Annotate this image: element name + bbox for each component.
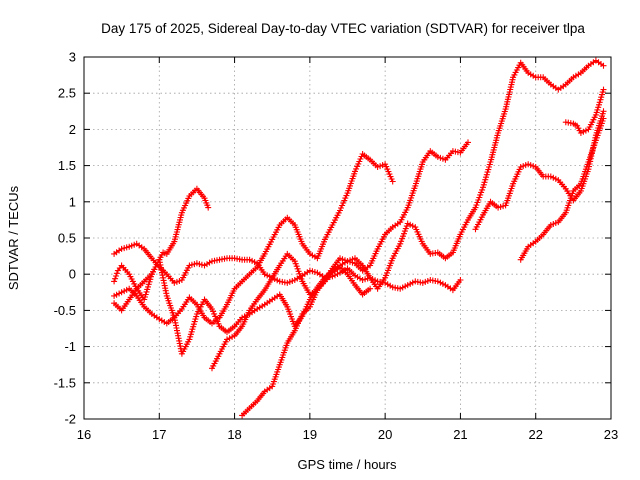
data-point-marker	[198, 261, 205, 268]
data-point-marker	[193, 313, 200, 320]
y-tick-label: 0.5	[58, 231, 76, 246]
data-point-marker	[156, 259, 163, 266]
data-point-marker	[485, 166, 492, 173]
data-point-marker	[600, 86, 607, 93]
data-point-marker	[186, 336, 193, 343]
y-tick-label: -0.5	[54, 303, 76, 318]
data-point-marker	[596, 99, 603, 106]
data-point-marker	[251, 259, 258, 266]
y-axis-ticks: -2 -1.5 -1 -0.5 0 0.5 1 1.5 2 2.5 3	[54, 50, 611, 427]
data-point-marker	[142, 291, 149, 298]
series-track-f	[239, 57, 607, 419]
data-point-marker	[434, 153, 441, 160]
data-point-marker	[145, 283, 151, 290]
data-point-marker	[176, 340, 183, 347]
data-point-marker	[398, 238, 405, 245]
data-point-marker	[293, 263, 300, 270]
data-point-marker	[409, 279, 416, 286]
x-tick-label: 18	[227, 427, 241, 442]
series-track-h	[517, 115, 607, 263]
series-line	[113, 152, 394, 325]
data-point-marker	[113, 273, 119, 279]
x-tick-label: 23	[604, 427, 618, 442]
x-tick-label: 19	[303, 427, 317, 442]
y-tick-label: 0	[69, 267, 76, 282]
grid-lines	[84, 57, 611, 419]
data-point-marker	[190, 321, 197, 328]
data-point-marker	[409, 222, 416, 229]
data-point-marker	[159, 272, 166, 279]
data-point-marker	[457, 277, 464, 283]
x-tick-label: 16	[77, 427, 91, 442]
series-layer	[111, 57, 607, 419]
data-point-marker	[171, 314, 178, 321]
data-point-marker	[118, 289, 125, 296]
x-tick-label: 22	[528, 427, 542, 442]
data-point-marker	[111, 278, 118, 285]
x-tick-label: 21	[453, 427, 467, 442]
y-tick-label: 2.5	[58, 86, 76, 101]
data-point-marker	[600, 108, 607, 115]
y-tick-label: 1	[69, 194, 76, 209]
series-track-b	[111, 185, 212, 303]
data-point-marker	[481, 179, 488, 186]
y-tick-label: -1.5	[54, 375, 76, 390]
y-tick-label: -2	[64, 412, 76, 427]
data-point-marker	[476, 194, 483, 201]
series-track-e	[209, 139, 471, 372]
chart-title: Day 175 of 2025, Sidereal Day-to-day VTE…	[101, 21, 585, 36]
data-point-marker	[594, 106, 601, 113]
series-track-c	[111, 151, 396, 327]
series-line	[520, 118, 605, 261]
x-tick-label: 20	[378, 427, 392, 442]
data-point-marker	[434, 278, 441, 285]
data-point-marker	[465, 139, 471, 146]
y-tick-label: 2	[69, 122, 76, 137]
y-tick-label: -1	[64, 339, 76, 354]
data-point-marker	[205, 204, 212, 211]
plot-frame	[83, 56, 612, 420]
data-point-marker	[112, 275, 119, 282]
data-point-marker	[367, 285, 374, 292]
series-track-i	[562, 86, 607, 136]
data-point-marker	[389, 178, 396, 185]
data-point-marker	[296, 270, 303, 277]
y-axis-label: SDTVAR / TECUs	[6, 185, 21, 290]
data-point-marker	[224, 336, 230, 343]
data-point-marker	[174, 327, 180, 334]
data-point-marker	[172, 319, 179, 326]
data-point-marker	[401, 230, 407, 237]
data-point-marker	[118, 245, 125, 252]
data-point-marker	[483, 171, 490, 178]
data-point-marker	[162, 287, 169, 294]
data-point-marker	[403, 223, 410, 230]
data-point-marker	[600, 115, 607, 122]
data-point-marker	[175, 335, 182, 342]
x-axis-label: GPS time / hours	[298, 457, 397, 472]
x-tick-label: 17	[152, 427, 166, 442]
data-point-marker	[473, 202, 480, 209]
data-point-marker	[171, 279, 178, 286]
data-point-marker	[161, 280, 168, 286]
data-point-marker	[188, 328, 195, 335]
x-axis-ticks: 16 17 18 19 20 21 22 23	[77, 57, 618, 442]
data-point-marker	[598, 94, 605, 101]
data-point-marker	[113, 270, 120, 277]
data-point-marker	[479, 186, 486, 193]
y-tick-label: 1.5	[58, 158, 76, 173]
y-tick-label: 3	[69, 50, 76, 65]
data-point-marker	[600, 62, 607, 69]
